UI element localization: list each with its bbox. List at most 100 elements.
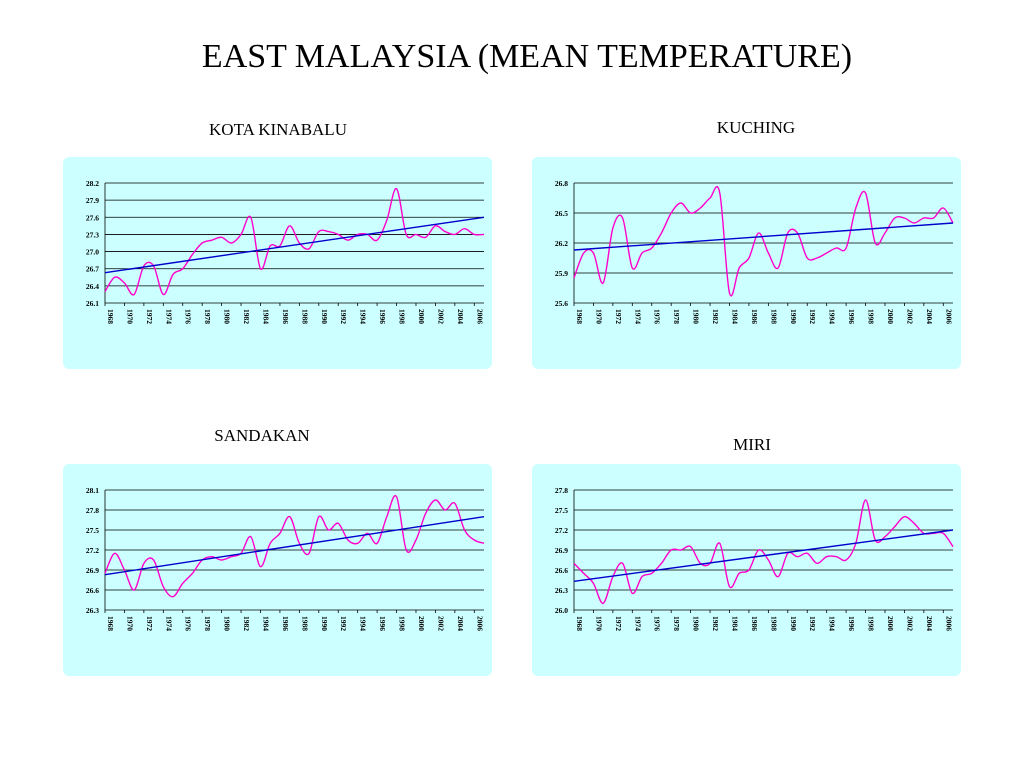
y-tick-label: 26.6 bbox=[555, 566, 568, 575]
x-tick-label: 1970 bbox=[594, 616, 603, 631]
x-tick-label: 1988 bbox=[769, 616, 778, 631]
x-tick-label: 1982 bbox=[242, 616, 251, 631]
y-tick-label: 28.2 bbox=[86, 179, 99, 188]
y-tick-label: 26.5 bbox=[555, 209, 568, 218]
x-tick-label: 1988 bbox=[300, 309, 309, 324]
x-tick-label: 1972 bbox=[614, 309, 623, 324]
x-tick-label: 1990 bbox=[789, 309, 798, 324]
x-tick-label: 1992 bbox=[339, 309, 348, 324]
x-tick-label: 1972 bbox=[614, 616, 623, 631]
x-tick-label: 2004 bbox=[456, 309, 465, 324]
x-tick-label: 1998 bbox=[398, 616, 407, 631]
x-tick-label: 1974 bbox=[164, 616, 173, 631]
y-tick-label: 27.8 bbox=[86, 506, 99, 515]
x-tick-label: 1996 bbox=[847, 616, 856, 631]
x-tick-label: 1968 bbox=[575, 309, 584, 324]
x-tick-label: 1988 bbox=[300, 616, 309, 631]
x-tick-label: 1980 bbox=[692, 616, 701, 631]
x-tick-label: 1996 bbox=[847, 309, 856, 324]
x-tick-label: 2004 bbox=[925, 616, 934, 631]
x-tick-label: 1994 bbox=[828, 309, 837, 324]
y-tick-label: 26.0 bbox=[555, 606, 568, 615]
chart-title-kota-kinabalu: KOTA KINABALU bbox=[209, 120, 347, 139]
x-tick-label: 1970 bbox=[594, 309, 603, 324]
x-tick-label: 2002 bbox=[436, 309, 445, 324]
x-tick-label: 2000 bbox=[886, 616, 895, 631]
y-tick-label: 26.1 bbox=[86, 299, 99, 308]
x-tick-label: 1976 bbox=[184, 309, 193, 324]
x-tick-label: 2002 bbox=[905, 616, 914, 631]
x-tick-label: 2002 bbox=[905, 309, 914, 324]
x-tick-label: 1986 bbox=[750, 309, 759, 324]
x-tick-label: 1978 bbox=[203, 616, 212, 631]
x-tick-label: 2000 bbox=[886, 309, 895, 324]
y-tick-label: 27.0 bbox=[86, 248, 99, 257]
chart-title-miri: MIRI bbox=[733, 435, 771, 454]
chart-panel-miri: 27.8 27.5 27.2 26.9 26.6 26.3 26.0 1968 1970 1972… bbox=[532, 464, 961, 676]
x-tick-label: 1980 bbox=[223, 616, 232, 631]
y-tick-label: 27.5 bbox=[555, 506, 568, 515]
x-tick-label: 1982 bbox=[242, 309, 251, 324]
x-tick-label: 2006 bbox=[475, 616, 484, 631]
x-tick-label: 1996 bbox=[378, 309, 387, 324]
x-tick-label: 1984 bbox=[730, 309, 739, 324]
x-tick-label: 1978 bbox=[672, 616, 681, 631]
trend-line bbox=[573, 222, 954, 251]
x-tick-label: 1986 bbox=[281, 309, 290, 324]
x-tick-label: 1970 bbox=[125, 309, 134, 324]
y-tick-label: 26.8 bbox=[555, 179, 568, 188]
x-tick-label: 1976 bbox=[653, 616, 662, 631]
x-tick-label: 1998 bbox=[867, 309, 876, 324]
x-tick-label: 1984 bbox=[261, 616, 270, 631]
x-tick-label: 1976 bbox=[653, 309, 662, 324]
y-tick-label: 27.6 bbox=[86, 213, 99, 222]
y-tick-label: 26.4 bbox=[86, 282, 99, 291]
x-tick-label: 1998 bbox=[867, 616, 876, 631]
y-tick-label: 26.6 bbox=[86, 586, 99, 595]
x-tick-label: 1986 bbox=[750, 616, 759, 631]
y-tick-label: 25.6 bbox=[555, 299, 568, 308]
trend-line bbox=[104, 515, 485, 576]
y-tick-label: 27.3 bbox=[86, 230, 99, 239]
line-chart-kota-kinabalu: 28.2 27.9 27.6 27.3 27.0 26.7 26.4 26.1 1968 1970… bbox=[86, 179, 485, 324]
y-tick-label: 26.7 bbox=[86, 265, 99, 274]
line-chart-kuching: 26.8 26.5 26.2 25.9 25.6 1968 1970 1972 1974 1976… bbox=[555, 179, 954, 324]
x-tick-label: 1996 bbox=[378, 616, 387, 631]
y-tick-label: 26.9 bbox=[555, 546, 568, 555]
x-tick-label: 1970 bbox=[125, 616, 134, 631]
x-tick-label: 1968 bbox=[106, 616, 115, 631]
y-tick-label: 25.9 bbox=[555, 269, 568, 278]
x-tick-label: 1994 bbox=[359, 616, 368, 631]
x-tick-label: 1980 bbox=[223, 309, 232, 324]
y-tick-label: 27.2 bbox=[555, 526, 568, 535]
x-tick-label: 1992 bbox=[339, 616, 348, 631]
y-tick-label: 26.2 bbox=[555, 239, 568, 248]
x-tick-label: 1976 bbox=[184, 616, 193, 631]
y-tick-label: 26.3 bbox=[555, 586, 568, 595]
x-tick-label: 1984 bbox=[730, 616, 739, 631]
y-tick-label: 27.8 bbox=[555, 486, 568, 495]
x-tick-label: 1974 bbox=[633, 309, 642, 324]
x-tick-label: 1994 bbox=[359, 309, 368, 324]
trend-line bbox=[104, 216, 485, 274]
y-tick-label: 26.3 bbox=[86, 606, 99, 615]
x-tick-label: 1972 bbox=[145, 616, 154, 631]
temperature-series-line bbox=[573, 186, 954, 297]
x-tick-label: 1978 bbox=[672, 309, 681, 324]
line-chart-miri: 27.8 27.5 27.2 26.9 26.6 26.3 26.0 1968 1970 1972… bbox=[555, 486, 954, 631]
chart-title-sandakan: SANDAKAN bbox=[214, 426, 310, 445]
x-tick-label: 1992 bbox=[808, 309, 817, 324]
trend-line bbox=[573, 529, 954, 583]
x-tick-label: 1980 bbox=[692, 309, 701, 324]
x-tick-label: 1968 bbox=[106, 309, 115, 324]
x-tick-label: 1972 bbox=[145, 309, 154, 324]
x-tick-label: 2004 bbox=[456, 616, 465, 631]
x-tick-label: 1990 bbox=[320, 616, 329, 631]
x-tick-label: 2006 bbox=[944, 309, 953, 324]
chart-title-kuching: KUCHING bbox=[716, 118, 796, 137]
x-tick-label: 1998 bbox=[398, 309, 407, 324]
x-tick-label: 2000 bbox=[417, 309, 426, 324]
x-tick-label: 1988 bbox=[769, 309, 778, 324]
x-tick-label: 1978 bbox=[203, 309, 212, 324]
x-tick-label: 2004 bbox=[925, 309, 934, 324]
